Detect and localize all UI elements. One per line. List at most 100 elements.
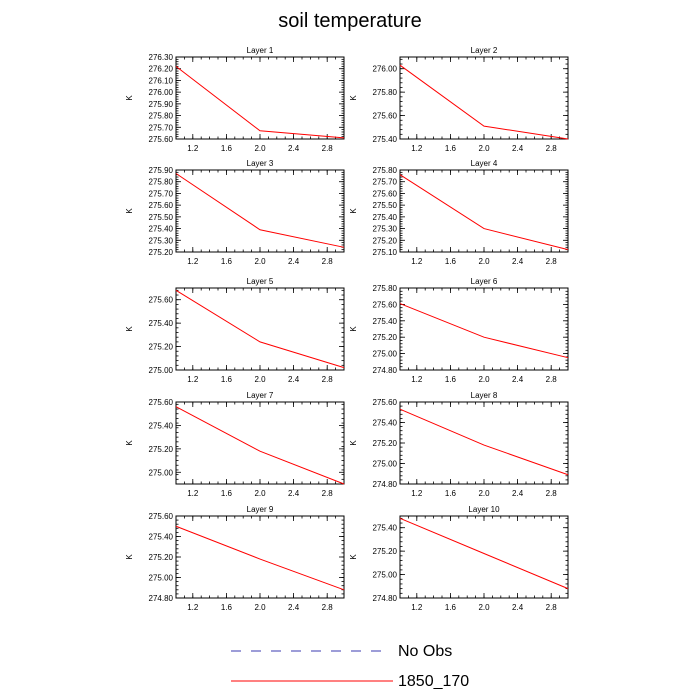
y-tick-label: 275.60 bbox=[149, 398, 174, 407]
y-tick-label: 275.20 bbox=[373, 439, 398, 448]
y-tick-label: 275.80 bbox=[373, 284, 398, 293]
panel-title: Layer 5 bbox=[247, 277, 274, 286]
y-tick-label: 275.60 bbox=[149, 296, 174, 305]
y-tick-label: 275.70 bbox=[149, 123, 174, 132]
x-tick-label: 2.8 bbox=[322, 144, 334, 153]
x-tick-label: 2.8 bbox=[322, 257, 334, 266]
x-tick-label: 2.0 bbox=[478, 257, 490, 266]
y-tick-label: 275.40 bbox=[373, 213, 398, 222]
plot-frame bbox=[399, 401, 569, 485]
x-tick-label: 2.4 bbox=[512, 257, 524, 266]
x-tick-label: 2.4 bbox=[512, 144, 524, 153]
x-tick-label: 2.8 bbox=[322, 603, 334, 612]
panel-title: Layer 6 bbox=[471, 277, 498, 286]
series-line-1850-170 bbox=[175, 65, 345, 139]
panel-layer-6: Layer 6 K 1.2 1.6 2.0 2.4 2.8 274.80 275.00 275.2… bbox=[349, 277, 569, 384]
plot-frame bbox=[175, 169, 345, 253]
x-tick-label: 1.6 bbox=[221, 144, 233, 153]
x-tick-label: 2.4 bbox=[288, 603, 300, 612]
y-tick-label: 275.40 bbox=[149, 533, 174, 542]
plot-frame bbox=[399, 515, 569, 599]
x-tick-label: 1.2 bbox=[187, 144, 199, 153]
y-tick-label: 275.40 bbox=[149, 421, 174, 430]
y-tick-label: 275.60 bbox=[149, 135, 174, 144]
panel-layer-5: Layer 5 K 1.2 1.6 2.0 2.4 2.8 275.00 275.20 275.4… bbox=[125, 277, 345, 384]
panel-layer-10: Layer 10 K 1.2 1.6 2.0 2.4 2.8 274.80 275.00 275.… bbox=[349, 505, 569, 612]
series-line-1850-170 bbox=[175, 525, 345, 591]
y-tick-label: 276.00 bbox=[149, 88, 174, 97]
x-tick-label: 2.8 bbox=[546, 144, 558, 153]
plot-frame bbox=[175, 287, 345, 371]
y-axis-label: K bbox=[349, 208, 358, 214]
x-tick-label: 1.2 bbox=[187, 603, 199, 612]
x-tick-label: 2.4 bbox=[288, 489, 300, 498]
x-tick-label: 1.2 bbox=[411, 489, 423, 498]
y-tick-label: 275.90 bbox=[149, 166, 174, 175]
series-line-1850-170 bbox=[175, 289, 345, 369]
y-tick-label: 275.10 bbox=[373, 248, 398, 257]
y-axis-label: K bbox=[349, 440, 358, 446]
y-axis-label: K bbox=[125, 95, 134, 101]
y-tick-label: 275.00 bbox=[373, 460, 398, 469]
y-tick-label: 275.40 bbox=[373, 524, 398, 533]
y-tick-label: 275.60 bbox=[373, 112, 398, 121]
x-tick-label: 1.2 bbox=[411, 144, 423, 153]
y-tick-label: 275.20 bbox=[149, 343, 174, 352]
y-tick-label: 275.80 bbox=[149, 178, 174, 187]
y-axis-label: K bbox=[349, 554, 358, 560]
series-line-1850-170 bbox=[399, 303, 569, 359]
x-tick-label: 1.6 bbox=[221, 375, 233, 384]
y-axis-label: K bbox=[349, 95, 358, 101]
legend-1850-170-label: 1850_170 bbox=[398, 673, 469, 690]
x-tick-label: 1.6 bbox=[221, 257, 233, 266]
x-tick-label: 2.0 bbox=[478, 603, 490, 612]
x-tick-label: 1.6 bbox=[445, 603, 457, 612]
legend: No Obs 1850_170 bbox=[231, 643, 469, 690]
y-tick-label: 275.40 bbox=[373, 317, 398, 326]
y-tick-label: 275.20 bbox=[373, 333, 398, 342]
y-tick-label: 275.20 bbox=[149, 553, 174, 562]
plot-frame bbox=[175, 56, 345, 140]
legend-no-obs-label: No Obs bbox=[398, 643, 452, 660]
x-tick-label: 2.4 bbox=[288, 257, 300, 266]
x-tick-label: 1.6 bbox=[445, 257, 457, 266]
series-line-1850-170 bbox=[399, 174, 569, 251]
y-axis-label: K bbox=[125, 554, 134, 560]
y-tick-label: 275.20 bbox=[373, 547, 398, 556]
panels-grid: Layer 1 K 1.2 1.6 2.0 2.4 2.8 275.60 275.70 275.8… bbox=[125, 46, 569, 612]
series-line-1850-170 bbox=[175, 173, 345, 248]
x-tick-label: 1.2 bbox=[187, 489, 199, 498]
x-tick-label: 2.8 bbox=[546, 257, 558, 266]
x-tick-label: 2.8 bbox=[546, 375, 558, 384]
y-tick-label: 275.40 bbox=[373, 419, 398, 428]
y-tick-label: 275.80 bbox=[373, 166, 398, 175]
y-tick-label: 275.00 bbox=[149, 366, 174, 375]
panel-title: Layer 1 bbox=[247, 46, 274, 55]
x-tick-label: 2.4 bbox=[512, 603, 524, 612]
x-tick-label: 1.6 bbox=[445, 144, 457, 153]
x-tick-label: 2.0 bbox=[478, 489, 490, 498]
x-tick-label: 2.8 bbox=[546, 603, 558, 612]
y-tick-label: 275.20 bbox=[149, 445, 174, 454]
x-tick-label: 2.8 bbox=[322, 489, 334, 498]
panel-title: Layer 10 bbox=[468, 505, 500, 514]
y-axis-label: K bbox=[125, 440, 134, 446]
panel-layer-4: Layer 4 K 1.2 1.6 2.0 2.4 2.8 275.10 275.20 275.3… bbox=[349, 159, 569, 266]
x-tick-label: 1.2 bbox=[411, 603, 423, 612]
panel-title: Layer 4 bbox=[471, 159, 498, 168]
panel-title: Layer 9 bbox=[247, 505, 274, 514]
x-tick-label: 2.8 bbox=[322, 375, 334, 384]
y-tick-label: 275.80 bbox=[373, 88, 398, 97]
x-tick-label: 2.0 bbox=[254, 375, 266, 384]
x-tick-label: 2.0 bbox=[254, 603, 266, 612]
series-line-1850-170 bbox=[399, 517, 569, 590]
y-tick-label: 275.50 bbox=[149, 213, 174, 222]
x-tick-label: 1.2 bbox=[187, 257, 199, 266]
y-tick-label: 274.80 bbox=[373, 366, 398, 375]
series-line-1850-170 bbox=[399, 408, 569, 476]
x-tick-label: 2.4 bbox=[288, 375, 300, 384]
figure-title: soil temperature bbox=[278, 10, 421, 32]
y-tick-label: 275.40 bbox=[149, 225, 174, 234]
y-tick-label: 276.20 bbox=[149, 65, 174, 74]
